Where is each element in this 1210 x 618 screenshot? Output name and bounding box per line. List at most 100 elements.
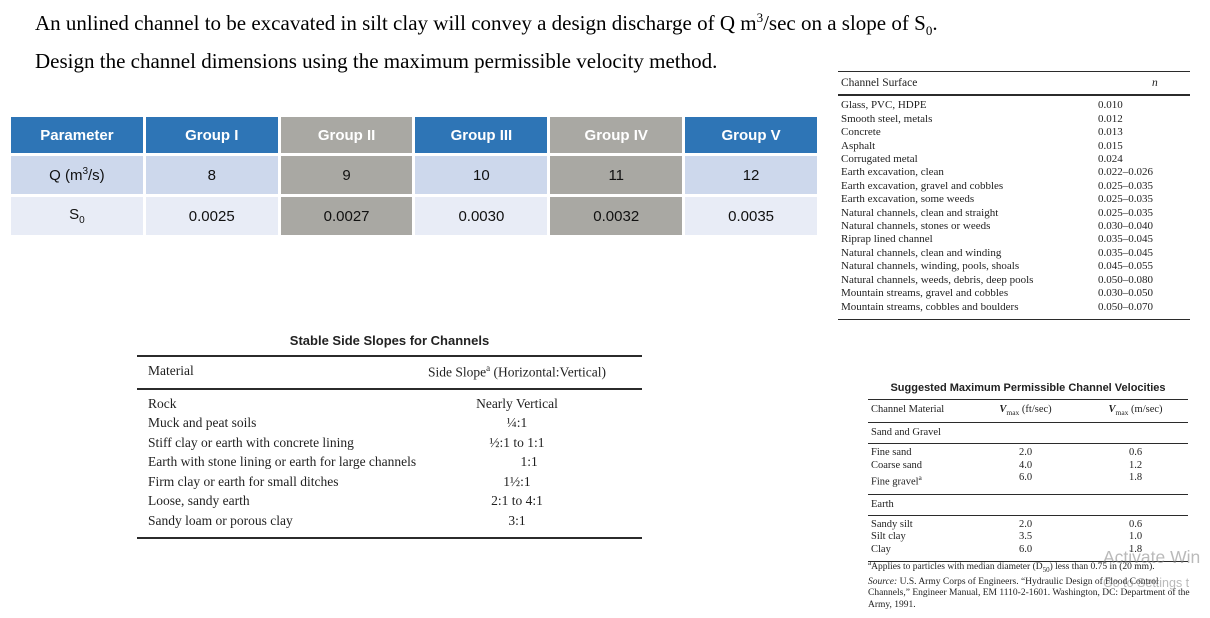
- manning-n-value: 0.050–0.070: [1098, 300, 1153, 313]
- divider: [868, 561, 1188, 563]
- material-label: Stiff clay or earth with concrete lining: [148, 434, 354, 450]
- manning-table-row: Natural channels, clean and straight 0.02…: [838, 207, 1190, 220]
- manning-n-value: 0.035–0.045: [1098, 246, 1153, 259]
- channel-surface-label: Glass, PVC, HDPE: [841, 99, 927, 112]
- manning-table-row: Concrete 0.013: [838, 126, 1190, 139]
- velocity-section-rows: Fine sand 2.0 0.6 Coarse sand 4.0 1.2 Fine gra…: [868, 444, 1188, 494]
- manning-n-table: Channel Surface n Glass, PVC, HDPE 0.010 S…: [838, 71, 1190, 320]
- vmax-m-value: 0.6: [1128, 518, 1143, 530]
- material-label: Earth with stone lining or earth for lar…: [148, 454, 417, 470]
- divider: [838, 71, 1190, 72]
- surface-column-header: Channel Surface: [841, 77, 918, 89]
- label-subscript: 0: [79, 215, 85, 226]
- manning-table-row: Riprap lined channel 0.035–0.045: [838, 233, 1190, 246]
- parameter-value-cell: 0.0035: [685, 197, 817, 235]
- side-slopes-row: Muck and peat soils ¼:1: [137, 413, 642, 433]
- channel-surface-label: Smooth steel, metals: [841, 112, 933, 125]
- channel-surface-label: Corrugated metal: [841, 153, 918, 166]
- manning-n-value: 0.025–0.035: [1098, 193, 1153, 206]
- parameter-value-cell: 0.0030: [415, 197, 548, 235]
- divider: [137, 355, 642, 357]
- vmax-ft-value: 6.0: [1018, 543, 1033, 555]
- side-slope-value: ¼:1: [506, 415, 528, 431]
- manning-table-rows: Glass, PVC, HDPE 0.010 Smooth steel, metal…: [838, 96, 1190, 314]
- side-slopes-title: Stable Side Slopes for Channels: [289, 333, 490, 348]
- manning-table-row: Earth excavation, some weeds 0.025–0.035: [838, 193, 1190, 206]
- footnote-marker: a: [868, 559, 872, 567]
- vmax-ft-value: 2.0: [1018, 518, 1033, 530]
- velocity-section-rows: Sandy silt 2.0 0.6 Silt clay 3.5 1.0 Clay 6.0 1.…: [868, 516, 1188, 561]
- velocity-row: Clay 6.0 1.8: [868, 544, 1188, 556]
- parameter-table-row: Q (m3/s) 8 9 10 11 12: [11, 156, 817, 194]
- parameter-value-cell: 9: [280, 156, 413, 194]
- manning-n-value: 0.013: [1098, 126, 1123, 139]
- n-column-header: n: [1152, 77, 1158, 89]
- side-slopes-row: Rock Nearly Vertical: [137, 394, 642, 414]
- side-slope-value: 1:1: [520, 454, 538, 470]
- parameter-value-cell: 8: [145, 156, 278, 194]
- side-slope-value: 1½:1: [503, 473, 531, 489]
- manning-table-row: Earth excavation, gravel and cobbles 0.02…: [838, 180, 1190, 193]
- manning-table-row: Asphalt 0.015: [838, 140, 1190, 153]
- manning-table-row: Mountain streams, gravel and cobbles 0.03…: [838, 287, 1190, 300]
- material-label: Sandy loam or porous clay: [148, 513, 293, 529]
- velocity-material-label: Clay: [871, 543, 891, 555]
- parameter-value-cell: 0.0027: [280, 197, 413, 235]
- side-slopes-row: Firm clay or earth for small ditches 1½:1: [137, 472, 642, 492]
- label-text: S: [69, 206, 80, 223]
- footnote-marker: a: [918, 472, 922, 482]
- velocity-material-label: Silt clay: [871, 531, 906, 543]
- parameter-table-row: S0 0.0025 0.0027 0.0030 0.0032 0.0035: [11, 197, 817, 235]
- channel-surface-label: Riprap lined channel: [841, 233, 933, 246]
- velocity-material-label: Sandy silt: [871, 518, 913, 530]
- side-slope-value: ½:1 to 1:1: [489, 434, 545, 450]
- unit-text: (ft/sec): [1019, 404, 1052, 415]
- vmax-m-value: 1.8: [1128, 543, 1143, 555]
- manning-n-value: 0.024: [1098, 153, 1123, 166]
- problem-text: /sec on a slope of S: [763, 11, 926, 35]
- channel-surface-label: Earth excavation, some weeds: [841, 193, 975, 206]
- header-text: (Horizontal:Vertical): [490, 364, 606, 380]
- side-slopes-row: Sandy loam or porous clay 3:1: [137, 511, 642, 531]
- velocity-table-body: Sand and Gravel Fine sand 2.0 0.6 Coarse san…: [868, 423, 1188, 563]
- divider: [868, 493, 1188, 495]
- manning-table-row: Earth excavation, clean 0.022–0.026: [838, 166, 1190, 179]
- problem-line-1: An unlined channel to be excavated in si…: [35, 3, 1195, 46]
- channel-surface-label: Mountain streams, cobbles and boulders: [841, 300, 1019, 313]
- channel-surface-label: Concrete: [841, 126, 881, 139]
- manning-n-value: 0.015: [1098, 139, 1123, 152]
- velocity-table-title: Suggested Maximum Permissible Channel Ve…: [890, 382, 1166, 394]
- channel-surface-label: Asphalt: [841, 139, 876, 152]
- manning-n-value: 0.030–0.050: [1098, 287, 1153, 300]
- header-text: Side Slope: [428, 364, 487, 380]
- velocity-row: Coarse sand 4.0 1.2: [868, 460, 1188, 472]
- manning-table-row: Mountain streams, cobbles and boulders 0.…: [838, 301, 1190, 314]
- manning-n-value: 0.010: [1098, 99, 1123, 112]
- activate-windows-watermark: Activate Win: [1103, 547, 1201, 567]
- problem-line-2: Design the channel dimensions using the …: [35, 49, 718, 74]
- subscript-0: 0: [925, 23, 933, 39]
- max-subscript: max: [1115, 408, 1129, 418]
- manning-n-value: 0.045–0.055: [1098, 260, 1153, 273]
- footnote-text: Applies to particles with median diamete…: [871, 562, 1043, 573]
- max-subscript: max: [1006, 408, 1020, 418]
- channel-material-header: Channel Material: [871, 404, 945, 415]
- velocity-row: Silt clay 3.5 1.0: [868, 531, 1188, 543]
- side-slopes-row: Loose, sandy earth 2:1 to 4:1: [137, 491, 642, 511]
- channel-surface-label: Natural channels, weeds, debris, deep po…: [841, 273, 1034, 286]
- channel-surface-label: Natural channels, winding, pools, shoals: [841, 260, 1020, 273]
- vmax-ft-value: 4.0: [1018, 459, 1033, 471]
- footnote-source: Source: U.S. Army Corps of Engineers. “H…: [868, 577, 1194, 612]
- velocity-row: Fine sand 2.0 0.6: [868, 447, 1188, 459]
- parameter-value-cell: 0.0025: [145, 197, 278, 235]
- footnote-text: ) less than 0.75 in (20 mm).: [1049, 562, 1155, 573]
- vmax-m-value: 1.8: [1128, 471, 1143, 483]
- side-slopes-table: Stable Side Slopes for Channels Material…: [137, 333, 642, 539]
- manning-table-row: Glass, PVC, HDPE 0.010: [838, 99, 1190, 112]
- vmax-m-value: 0.6: [1128, 447, 1143, 459]
- divider: [137, 387, 642, 390]
- channel-surface-label: Earth excavation, clean: [841, 166, 944, 179]
- material-label: Rock: [148, 395, 177, 411]
- table-footnote: aApplies to particles with median diamet…: [868, 558, 1194, 611]
